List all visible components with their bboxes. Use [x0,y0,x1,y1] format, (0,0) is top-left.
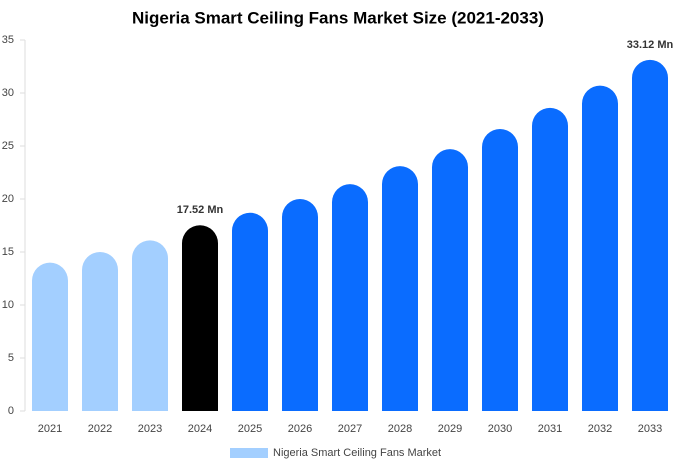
legend-label: Nigeria Smart Ceiling Fans Market [273,447,441,459]
chart-title: Nigeria Smart Ceiling Fans Market Size (… [132,8,544,27]
y-tick-label: 35 [2,34,14,46]
y-tick-label: 20 [2,193,14,205]
x-tick-label: 2024 [188,423,212,435]
y-tick-label: 0 [8,405,14,417]
x-tick-label: 2025 [238,423,262,435]
bar [232,212,268,411]
value-label: 33.12 Mn [627,39,674,51]
legend-swatch [230,448,268,458]
y-tick-label: 10 [2,299,14,311]
x-tick-label: 2021 [38,423,62,435]
bar [532,107,568,411]
bar [332,184,368,411]
y-tick-label: 5 [8,352,14,364]
bar [632,59,668,411]
x-tick-label: 2023 [138,423,162,435]
x-tick-label: 2026 [288,423,312,435]
x-tick-label: 2031 [538,423,562,435]
bar [82,252,118,411]
bar [482,129,518,411]
x-tick-label: 2022 [88,423,112,435]
bar [182,225,218,411]
bar [432,149,468,412]
y-tick-label: 30 [2,87,14,99]
bar [132,240,168,411]
y-tick-label: 25 [2,140,14,152]
x-tick-label: 2028 [388,423,412,435]
x-tick-label: 2029 [438,423,462,435]
bar [282,199,318,411]
bar [32,262,68,411]
value-label: 17.52 Mn [177,204,224,216]
bar [382,166,418,411]
bar [582,85,618,411]
x-tick-label: 2032 [588,423,612,435]
x-tick-label: 2030 [488,423,512,435]
y-tick-label: 15 [2,246,14,258]
x-tick-label: 2033 [638,423,662,435]
x-tick-label: 2027 [338,423,362,435]
